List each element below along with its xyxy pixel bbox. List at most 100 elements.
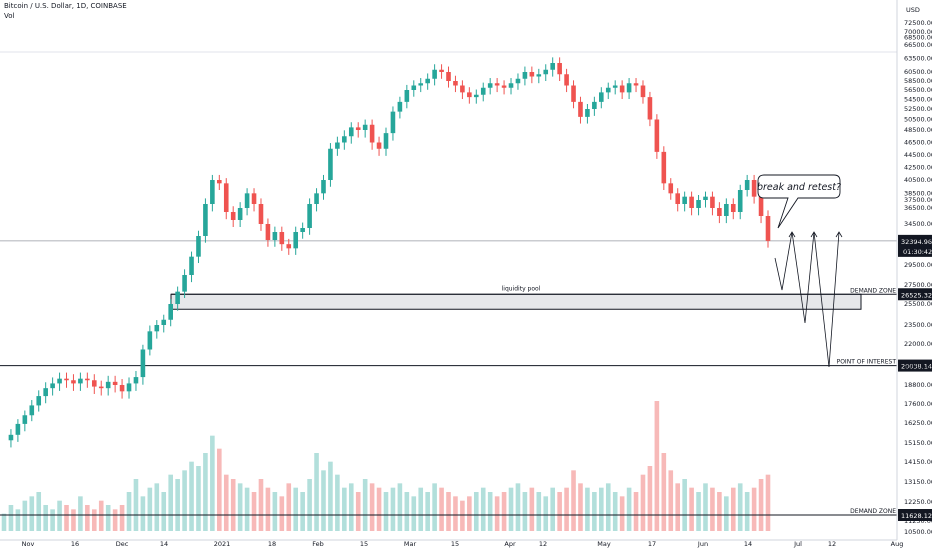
candle-body [404,90,410,102]
volume-bar [251,492,257,531]
volume-bar [105,505,111,531]
candle-body [348,127,354,137]
x-tick-label: 14 [744,540,752,548]
x-tick-label: 12 [828,540,836,548]
volume-bar [182,470,187,531]
speech-bubble [757,174,841,229]
y-tick-label: 56500.00 [904,86,932,94]
chart-title: Bitcoin / U.S. Dollar, 1D, COINBASE [4,2,127,10]
x-tick-label: 16 [71,540,79,548]
y-tick-label: 50500.00 [904,116,932,124]
candle-body [418,83,424,86]
candle-body [696,200,701,208]
volume-bar [362,479,368,531]
candle-body [619,85,625,93]
volume-bar [668,470,674,531]
candle-body [147,331,153,350]
candle-body [550,63,555,70]
volume-bar [91,509,97,531]
candle-body [612,85,618,88]
y-tick-label: 48500.00 [904,126,932,134]
candle-body [717,208,722,216]
candle-body [397,101,403,112]
volume-bar [661,453,667,531]
candle-body [15,423,21,435]
x-tick-label: 15 [360,540,368,548]
candle-body [411,85,417,90]
candle-body [293,232,299,249]
x-tick-label: Feb [312,540,324,548]
volume-bar [57,500,62,531]
x-tick-label: 2021 [214,540,231,548]
volume-bar [647,466,653,531]
candle-body [71,380,76,384]
volume-bar [592,492,597,531]
x-tick-label: 18 [268,540,276,548]
candle-body [369,124,375,143]
candle-body [154,325,160,332]
candle-body [557,63,562,75]
volume-bar [335,474,340,531]
candle-body [564,74,569,86]
volume-bar [196,466,201,531]
volume-bar [126,492,132,531]
candle-body [467,92,472,98]
y-tick-label: 17600.00 [904,400,932,408]
volume-bar [446,492,451,531]
candle-body [279,232,285,245]
volume-bar [418,487,424,531]
volume-bar [376,487,382,531]
volume-indicator-label: Vol [4,12,15,20]
volume-bar [286,483,292,531]
volume-bar [210,435,215,531]
y-tick-label: 40500.00 [904,176,932,184]
volume-bar [626,487,632,531]
candle-body [585,109,590,117]
candle-body [272,232,278,240]
candle-body [626,83,632,93]
volume-bar [328,461,333,531]
candle-body [543,69,549,75]
volume-bar [71,509,76,531]
current-price-tag [898,234,932,257]
candle-body [480,87,486,95]
candle-body [390,111,396,134]
volume-bar [522,492,528,531]
volume-bar [133,479,139,531]
volume-bar [355,492,361,531]
y-tick-label: 25500.00 [904,300,932,308]
volume-bar [314,453,319,531]
volume-bar [703,483,708,531]
candle-body [605,87,611,93]
candle-body [244,193,250,208]
candle-body [237,208,243,220]
volume-bar [397,483,403,531]
candle-body [29,405,35,416]
candle-body [640,85,646,98]
y-tick-label: 37500.00 [904,196,932,204]
candle-body [182,275,187,292]
volume-bar [258,479,264,531]
level-label: DEMAND ZONE [850,287,896,294]
volume-bar [154,483,160,531]
liquidity-pool-rect [170,293,862,310]
candle-body [161,319,167,325]
level-price-tag [898,359,932,372]
candle-body [258,204,264,224]
y-tick-label: 42500.00 [904,164,932,172]
candle-body [85,378,90,381]
volume-bar [675,483,681,531]
volume-bar [494,496,500,531]
level-price-text: 20038.14 [901,363,932,371]
candle-body [328,148,333,180]
volume-bar [244,487,250,531]
candle-body [119,385,125,392]
volume-bar [369,483,375,531]
candle-body [383,133,389,149]
y-tick-label: 38500.00 [904,189,932,197]
candle-body [494,83,500,86]
volume-bar [439,487,444,531]
volume-bar [585,487,590,531]
volume-bar [724,496,729,531]
